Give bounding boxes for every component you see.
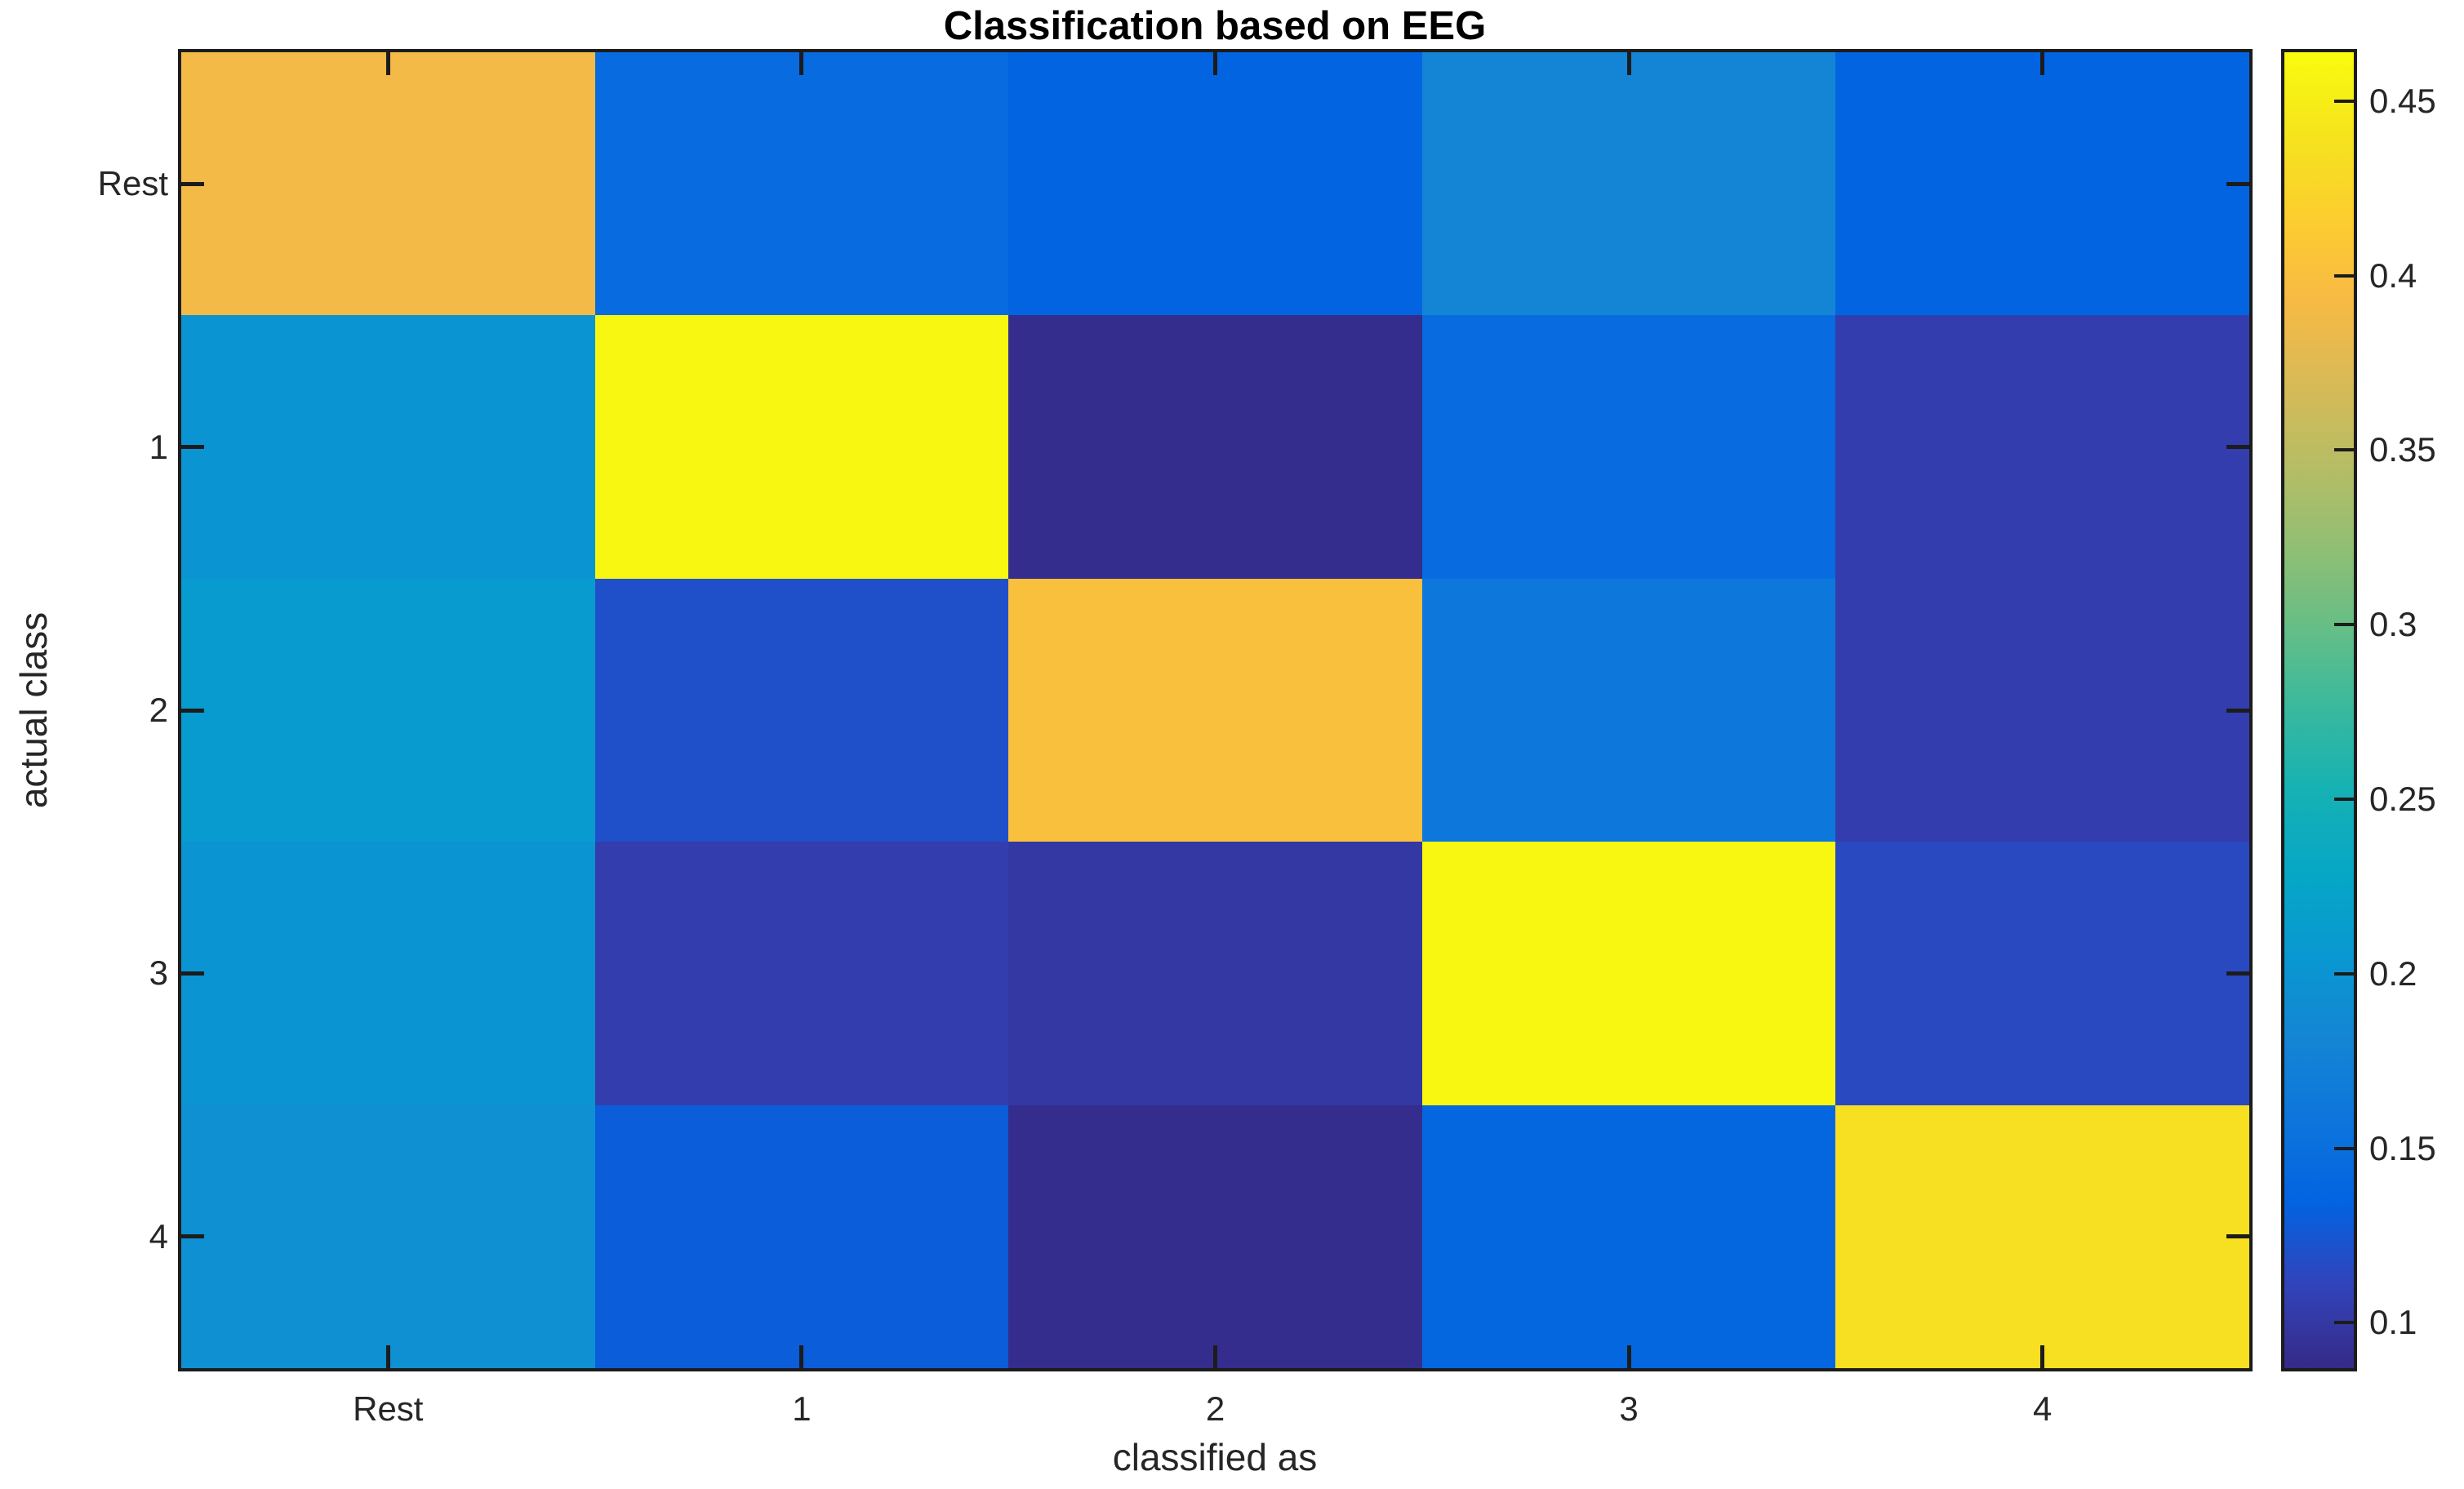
- colorbar-tick-label-0.45: 0.45: [2369, 81, 2436, 120]
- colorbar-tick-label-0.25: 0.25: [2369, 780, 2436, 819]
- x-tick-mark-bottom: [1213, 1345, 1217, 1368]
- heatmap-cell-3-Rest: [181, 842, 596, 1106]
- colorbar-tick-mark: [2334, 971, 2354, 976]
- heatmap-cell-3-1: [594, 842, 1009, 1106]
- heatmap-cell-3-4: [1835, 842, 2250, 1106]
- y-tick-mark-left: [181, 971, 204, 976]
- colorbar-tick-label-0.4: 0.4: [2369, 256, 2417, 295]
- x-tick-mark-top: [1213, 52, 1217, 75]
- colorbar-tick-mark: [2334, 99, 2354, 103]
- heatmap-cell-2-1: [594, 578, 1009, 842]
- y-tick-mark-right: [2226, 971, 2249, 976]
- x-tick-mark-bottom: [1626, 1345, 1631, 1368]
- colorbar-tick-label-0.3: 0.3: [2369, 605, 2417, 644]
- y-tick-label-1: 1: [149, 427, 168, 466]
- colorbar-tick-mark: [2334, 1321, 2354, 1325]
- heatmap-cell-Rest-4: [1835, 52, 2250, 316]
- y-tick-mark-left: [181, 181, 204, 186]
- heatmap-cell-4-3: [1421, 1105, 1836, 1369]
- heatmap-cell-1-2: [1008, 315, 1423, 580]
- heatmap-cell-2-3: [1421, 578, 1836, 842]
- x-tick-label-Rest: Rest: [353, 1389, 424, 1428]
- x-tick-label-4: 4: [2033, 1389, 2053, 1428]
- colorbar-tick-label-0.15: 0.15: [2369, 1128, 2436, 1167]
- heatmap-cell-4-1: [594, 1105, 1009, 1369]
- colorbar-tick-label-0.1: 0.1: [2369, 1303, 2417, 1342]
- colorbar-gradient: [2284, 52, 2354, 1368]
- y-tick-label-2: 2: [149, 691, 168, 729]
- x-tick-label-2: 2: [1205, 1389, 1225, 1428]
- colorbar-tick-mark: [2334, 623, 2354, 627]
- colorbar-tick-mark: [2334, 448, 2354, 452]
- y-tick-mark-right: [2226, 708, 2249, 713]
- colorbar: [2281, 49, 2357, 1371]
- y-tick-mark-left: [181, 1234, 204, 1239]
- heatmap-cell-4-Rest: [181, 1105, 596, 1369]
- heatmap-cell-3-3: [1421, 842, 1836, 1106]
- x-axis-label: classified as: [1112, 1436, 1318, 1478]
- heatmap-cell-Rest-3: [1421, 52, 1836, 316]
- y-tick-label-3: 3: [149, 953, 168, 993]
- x-tick-mark-bottom: [799, 1345, 804, 1368]
- x-tick-mark-top: [2040, 52, 2045, 75]
- y-tick-mark-left: [181, 708, 204, 713]
- colorbar-tick-label-0.2: 0.2: [2369, 953, 2417, 993]
- x-tick-mark-top: [1626, 52, 1631, 75]
- colorbar-tick-mark: [2334, 798, 2354, 802]
- x-tick-mark-top: [385, 52, 390, 75]
- heatmap-cell-2-Rest: [181, 578, 596, 842]
- heatmap-cell-4-4: [1835, 1105, 2250, 1369]
- y-tick-label-4: 4: [149, 1216, 168, 1256]
- colorbar-tick-mark: [2334, 1146, 2354, 1150]
- heatmap-cell-1-Rest: [181, 315, 596, 580]
- x-tick-mark-bottom: [2040, 1345, 2045, 1368]
- heatmap-cell-Rest-1: [594, 52, 1009, 316]
- y-tick-mark-right: [2226, 1234, 2249, 1239]
- colorbar-tick-label-0.35: 0.35: [2369, 430, 2436, 469]
- heatmap-cell-Rest-2: [1008, 52, 1423, 316]
- x-tick-label-3: 3: [1619, 1389, 1639, 1428]
- heatmap-cell-1-4: [1835, 315, 2250, 580]
- y-tick-mark-right: [2226, 181, 2249, 186]
- heatmap-plot-area: [178, 49, 2253, 1371]
- x-tick-mark-bottom: [385, 1345, 390, 1368]
- chart-title: Classification based on EEG: [943, 4, 1487, 48]
- heatmap-cell-1-3: [1421, 315, 1836, 580]
- heatmap-cell-4-2: [1008, 1105, 1423, 1369]
- colorbar-tick-mark: [2334, 273, 2354, 278]
- heatmap-cell-2-4: [1835, 578, 2250, 842]
- heatmap-cell-1-1: [594, 315, 1009, 580]
- x-tick-mark-top: [799, 52, 804, 75]
- y-tick-mark-left: [181, 445, 204, 450]
- x-tick-label-1: 1: [792, 1389, 812, 1428]
- heatmap-cell-Rest-Rest: [181, 52, 596, 316]
- heatmap-cell-2-2: [1008, 578, 1423, 842]
- heatmap-cell-3-2: [1008, 842, 1423, 1106]
- y-tick-label-Rest: Rest: [97, 164, 168, 203]
- y-tick-mark-right: [2226, 445, 2249, 450]
